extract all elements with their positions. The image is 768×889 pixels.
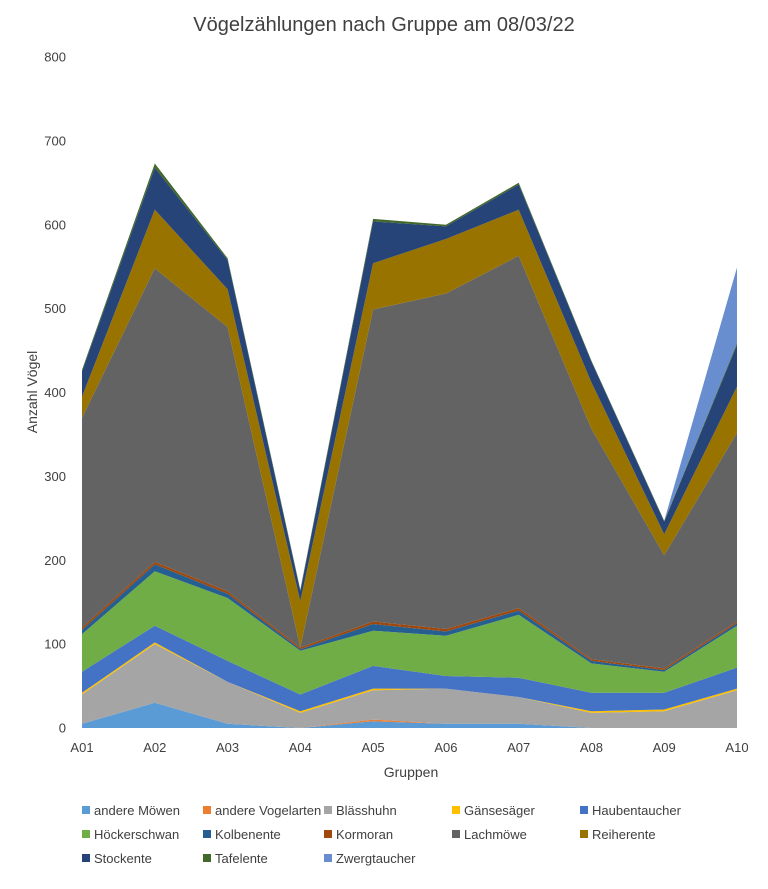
y-tick-label: 200 [44,553,66,568]
y-tick-label: 100 [44,637,66,652]
legend-item: Kormoran [324,824,452,844]
legend-item: Zwergtaucher [324,848,452,868]
x-tick-label: A05 [362,740,385,755]
legend-label: andere Möwen [94,802,180,818]
area-layer [82,163,737,728]
x-tick-label: A01 [70,740,93,755]
legend-item: Tafelente [203,848,324,868]
legend-swatch [580,806,588,814]
y-tick-label: 500 [44,301,66,316]
legend-swatch [452,830,460,838]
y-tick-label: 800 [44,50,66,65]
legend-label: andere Vogelarten [215,802,322,818]
legend-label: Lachmöwe [464,826,527,842]
legend: andere Möwen andere Vogelarten Blässhuhn Gä… [82,800,742,868]
area-series-5 [82,571,737,695]
area-series-4 [82,625,737,712]
legend-label: Kormoran [336,826,394,842]
legend-swatch [203,830,211,838]
x-tick-label: A09 [653,740,676,755]
x-axis-title: Gruppen [384,764,438,780]
area-series-8 [82,255,737,669]
x-tick-label: A10 [725,740,748,755]
x-tick-label: A02 [143,740,166,755]
legend-item: Haubentaucher [580,800,720,820]
y-tick-label: 300 [44,469,66,484]
legend-swatch [580,830,588,838]
legend-swatch [82,830,90,838]
y-axis-ticks: 0 100 200 300 400 500 600 700 800 [44,50,66,736]
legend-label: Höckerschwan [94,826,180,842]
y-tick-label: 0 [59,721,66,736]
legend-item: Reiherente [580,824,720,844]
x-tick-label: A07 [507,740,530,755]
legend-item: andere Möwen [82,800,203,820]
x-tick-label: A03 [216,740,239,755]
x-tick-label: A06 [434,740,457,755]
chart-title: Vögelzählungen nach Gruppe am 08/03/22 [193,14,575,36]
legend-item: Gänsesäger [452,800,580,820]
area-series-2 [82,644,737,728]
y-tick-label: 400 [44,385,66,400]
legend-swatch [203,854,211,862]
legend-item: andere Vogelarten [203,800,324,820]
legend-swatch [324,854,332,862]
legend-item: Blässhuhn [324,800,452,820]
legend-swatch [82,854,90,862]
area-series-6 [82,564,737,672]
y-tick-label: 700 [44,133,66,148]
x-axis-ticks: A01 A02 A03 A04 A05 A06 A07 A08 A09 A10 [70,740,748,755]
legend-label: Stockente [94,850,152,866]
legend-swatch [452,806,460,814]
legend-label: Blässhuhn [336,802,397,818]
y-tick-label: 600 [44,217,66,232]
legend-item: Kolbenente [203,824,324,844]
legend-swatch [324,830,332,838]
legend-label: Tafelente [215,850,268,866]
legend-label: Zwergtaucher [336,850,416,866]
legend-swatch [203,806,211,814]
legend-item: Stockente [82,848,203,868]
legend-item: Lachmöwe [452,824,580,844]
legend-swatch [324,806,332,814]
area-series-0 [82,702,737,728]
legend-item: Höckerschwan [82,824,203,844]
legend-label: Kolbenente [215,826,281,842]
x-tick-label: A08 [580,740,603,755]
legend-label: Gänsesäger [464,802,535,818]
legend-swatch [82,806,90,814]
y-axis-title: Anzahl Vögel [24,351,40,434]
legend-label: Reiherente [592,826,656,842]
area-series-10 [82,167,737,602]
legend-label: Haubentaucher [592,802,681,818]
x-tick-label: A04 [289,740,312,755]
area-series-9 [82,209,737,648]
